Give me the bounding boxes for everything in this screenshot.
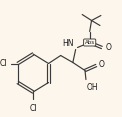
Text: O: O [99, 60, 105, 69]
Text: O: O [106, 43, 112, 52]
Text: Cl: Cl [0, 59, 7, 68]
Text: OH: OH [87, 84, 98, 93]
Text: HN: HN [62, 40, 74, 49]
Text: Abs: Abs [85, 40, 95, 45]
Text: Cl: Cl [29, 104, 37, 113]
